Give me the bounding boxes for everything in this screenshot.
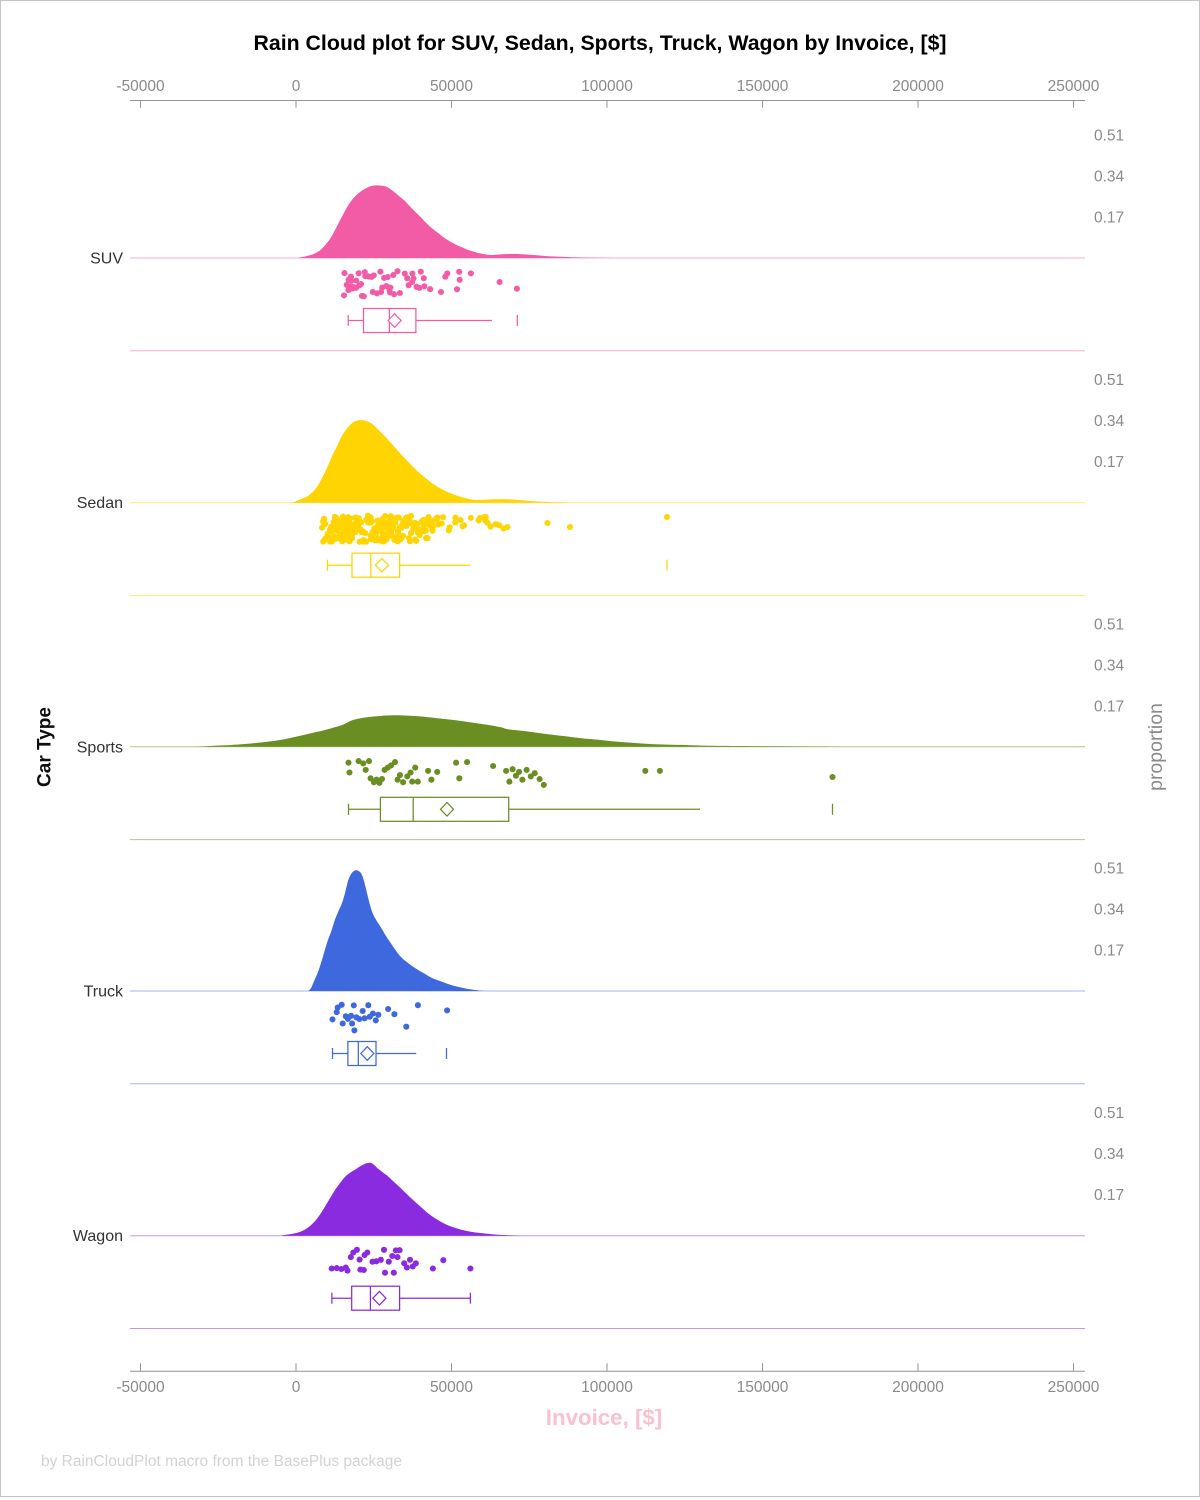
svg-text:0.17: 0.17 [1094,1187,1124,1204]
svg-text:Rain Cloud plot for SUV, Sedan: Rain Cloud plot for SUV, Sedan, Sports, … [253,31,946,55]
svg-text:0.17: 0.17 [1094,698,1124,715]
svg-text:-50000: -50000 [116,78,165,95]
svg-text:0.34: 0.34 [1094,413,1125,430]
svg-text:100000: 100000 [581,78,633,95]
svg-text:100000: 100000 [581,1379,633,1396]
svg-text:0.51: 0.51 [1094,861,1124,878]
svg-text:0.17: 0.17 [1094,454,1124,471]
svg-text:-50000: -50000 [116,1379,165,1396]
svg-text:0.34: 0.34 [1094,902,1125,919]
svg-text:0.34: 0.34 [1094,169,1125,186]
svg-text:150000: 150000 [737,1379,789,1396]
svg-text:250000: 250000 [1048,1379,1100,1396]
svg-text:Sports: Sports [77,739,123,756]
svg-text:250000: 250000 [1048,78,1100,95]
svg-text:0.17: 0.17 [1094,943,1124,960]
svg-text:Sedan: Sedan [77,495,123,512]
svg-text:0.51: 0.51 [1094,372,1124,389]
svg-text:0: 0 [292,1379,301,1396]
svg-text:proportion: proportion [1145,703,1167,791]
svg-text:Car Type: Car Type [35,707,56,787]
svg-text:0.34: 0.34 [1094,1146,1125,1163]
svg-text:0.17: 0.17 [1094,210,1124,227]
svg-text:0.51: 0.51 [1094,1105,1124,1122]
svg-text:200000: 200000 [892,78,944,95]
svg-text:150000: 150000 [737,78,789,95]
svg-text:0: 0 [292,78,301,95]
svg-text:0.51: 0.51 [1094,616,1124,633]
svg-text:200000: 200000 [892,1379,944,1396]
svg-text:SUV: SUV [90,251,123,268]
svg-text:50000: 50000 [430,78,473,95]
svg-text:by RainCloudPlot macro from th: by RainCloudPlot macro from the BasePlus… [41,1453,402,1470]
svg-text:50000: 50000 [430,1379,473,1396]
svg-text:Wagon: Wagon [73,1228,123,1245]
svg-text:Invoice, [$]: Invoice, [$] [546,1405,662,1430]
svg-text:0.51: 0.51 [1094,128,1124,145]
svg-text:Truck: Truck [84,984,124,1001]
svg-text:0.34: 0.34 [1094,657,1125,674]
